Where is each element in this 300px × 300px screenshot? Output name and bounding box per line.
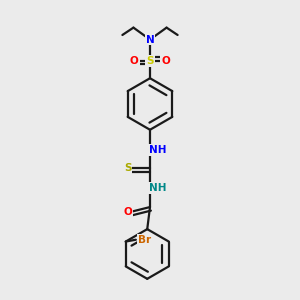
Text: S: S bbox=[146, 56, 154, 66]
Text: N: N bbox=[146, 34, 154, 45]
Text: O: O bbox=[161, 56, 170, 66]
Text: NH: NH bbox=[148, 183, 166, 193]
Text: O: O bbox=[130, 56, 139, 66]
Text: O: O bbox=[124, 207, 132, 217]
Text: S: S bbox=[124, 164, 132, 173]
Text: NH: NH bbox=[148, 145, 166, 155]
Text: Br: Br bbox=[138, 235, 151, 245]
